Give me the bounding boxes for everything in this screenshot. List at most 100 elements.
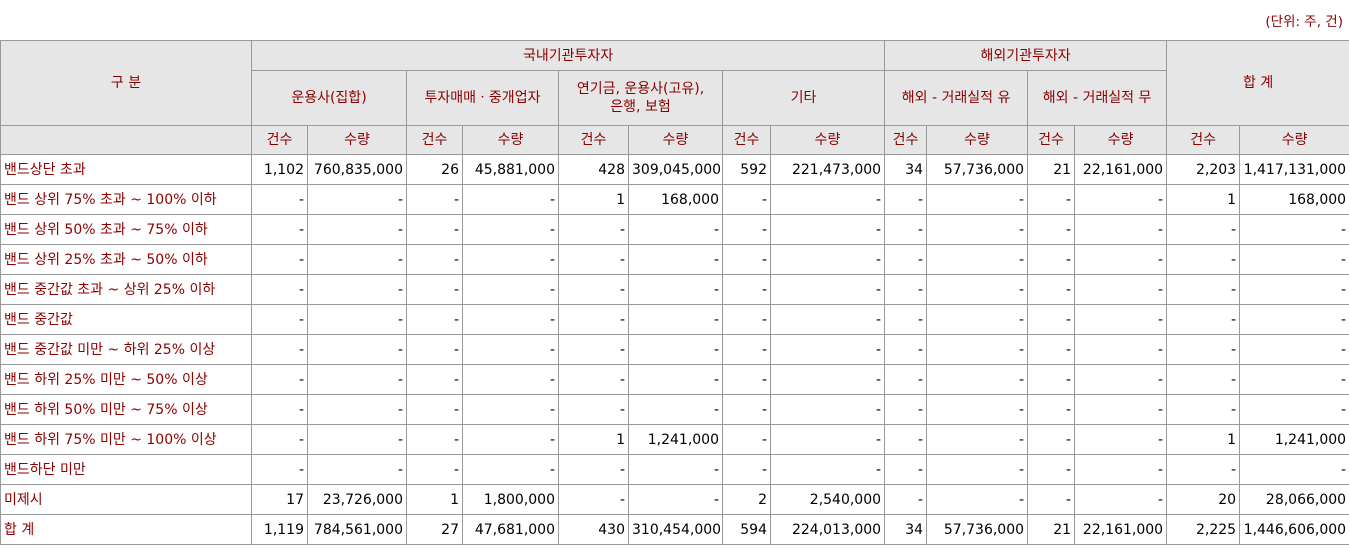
count-cell: -: [558, 364, 629, 395]
header-count: 건수: [1027, 125, 1076, 155]
table-row: 밴드상단 초과 1,102 760,835,000 26 45,881,000 428 30…: [0, 154, 1349, 185]
volume-cell: -: [462, 274, 559, 305]
header-group-1: 투자매매ㆍ중개업자: [406, 70, 559, 126]
table-row: 밴드 하위 50% 미만 ~ 75% 이상 - - - - - - - - - - - - - -: [0, 394, 1349, 425]
header-count: 건수: [558, 125, 629, 155]
count-cell: 27: [406, 514, 463, 545]
row-label: 합 계: [0, 514, 252, 545]
count-cell: 1: [558, 424, 629, 455]
count-cell: -: [884, 394, 928, 425]
count-cell: 1,119: [251, 514, 308, 545]
count-cell: -: [1027, 274, 1076, 305]
table-row: 합 계 1,119 784,561,000 27 47,681,000 430 310,45…: [0, 514, 1349, 545]
count-cell: -: [558, 484, 629, 515]
volume-cell: -: [1074, 184, 1168, 215]
count-cell: -: [1027, 394, 1076, 425]
row-label: 밴드 하위 25% 미만 ~ 50% 이상: [0, 364, 252, 395]
volume-cell: -: [926, 184, 1029, 215]
volume-cell: -: [307, 184, 407, 215]
count-cell: -: [1027, 184, 1076, 215]
volume-cell: -: [628, 244, 723, 275]
count-cell: -: [884, 214, 928, 245]
row-label: 밴드하단 미만: [0, 454, 252, 485]
volume-cell: -: [1239, 274, 1349, 305]
count-cell: -: [558, 244, 629, 275]
count-cell: -: [251, 364, 308, 395]
volume-cell: -: [1239, 304, 1349, 335]
unit-note: (단위: 주, 건): [1265, 14, 1343, 30]
volume-cell: -: [769, 274, 886, 305]
count-cell: 1: [406, 484, 463, 515]
volume-cell: 22,161,000: [1074, 514, 1168, 545]
volume-cell: 22,161,000: [1074, 154, 1168, 185]
volume-cell: -: [1074, 244, 1168, 275]
count-cell: -: [251, 274, 308, 305]
volume-cell: -: [462, 424, 559, 455]
count-cell: -: [251, 184, 308, 215]
volume-cell: 221,473,000: [769, 154, 886, 185]
volume-cell: -: [769, 334, 886, 365]
volume-cell: -: [1239, 394, 1349, 425]
header-domestic: 국내기관투자자: [250, 40, 886, 71]
volume-cell: 784,561,000: [307, 514, 407, 545]
volume-cell: -: [462, 304, 559, 335]
volume-cell: -: [769, 364, 886, 395]
count-cell: -: [558, 454, 629, 485]
volume-cell: -: [628, 484, 723, 515]
header-volume: 수량: [628, 125, 723, 155]
header-volume: 수량: [926, 125, 1029, 155]
volume-cell: 168,000: [628, 184, 723, 215]
volume-cell: 2,540,000: [769, 484, 886, 515]
count-cell: -: [251, 424, 308, 455]
header-group-4: 해외 - 거래실적 유: [884, 70, 1029, 126]
volume-cell: -: [1239, 244, 1349, 275]
count-cell: -: [1166, 274, 1241, 305]
count-cell: -: [406, 244, 463, 275]
volume-cell: -: [769, 394, 886, 425]
volume-cell: -: [628, 334, 723, 365]
header-count: 건수: [722, 125, 771, 155]
header-volume: 수량: [1239, 125, 1349, 155]
count-cell: -: [251, 334, 308, 365]
table-row: 미제시 17 23,726,000 1 1,800,000- -2 2,540,000- - -…: [0, 484, 1349, 515]
count-cell: -: [884, 334, 928, 365]
header-category: 구 분: [0, 40, 252, 126]
volume-cell: -: [628, 274, 723, 305]
volume-cell: -: [926, 364, 1029, 395]
volume-cell: -: [926, 424, 1029, 455]
count-cell: -: [406, 364, 463, 395]
count-cell: 1: [1166, 184, 1241, 215]
volume-cell: -: [926, 274, 1029, 305]
count-cell: -: [1027, 454, 1076, 485]
header-total: 합 계: [1166, 40, 1349, 126]
volume-cell: -: [1074, 364, 1168, 395]
row-label: 밴드 상위 50% 초과 ~ 75% 이하: [0, 214, 252, 245]
volume-cell: -: [462, 454, 559, 485]
count-cell: -: [406, 184, 463, 215]
count-cell: -: [1166, 304, 1241, 335]
volume-cell: -: [769, 304, 886, 335]
volume-cell: -: [1239, 454, 1349, 485]
volume-cell: 57,736,000: [926, 154, 1029, 185]
header-foreign: 해외기관투자자: [884, 40, 1168, 71]
volume-cell: -: [769, 454, 886, 485]
count-cell: -: [1027, 334, 1076, 365]
volume-cell: -: [307, 394, 407, 425]
volume-cell: -: [307, 244, 407, 275]
count-cell: -: [558, 334, 629, 365]
row-label: 밴드 하위 75% 미만 ~ 100% 이상: [0, 424, 252, 455]
count-cell: 26: [406, 154, 463, 185]
count-cell: 21: [1027, 154, 1076, 185]
demand-forecast-table: 구 분 국내기관투자자 해외기관투자자 합 계 운용사(집합) 투자매매ㆍ중개업자…: [0, 40, 1349, 545]
volume-cell: -: [307, 304, 407, 335]
volume-cell: -: [926, 334, 1029, 365]
volume-cell: 47,681,000: [462, 514, 559, 545]
row-label: 밴드 중간값: [0, 304, 252, 335]
row-label: 밴드상단 초과: [0, 154, 252, 185]
volume-cell: 1,800,000: [462, 484, 559, 515]
volume-cell: -: [926, 484, 1029, 515]
count-cell: -: [1027, 424, 1076, 455]
count-cell: 1,102: [251, 154, 308, 185]
header-volume: 수량: [462, 125, 559, 155]
volume-cell: -: [462, 184, 559, 215]
